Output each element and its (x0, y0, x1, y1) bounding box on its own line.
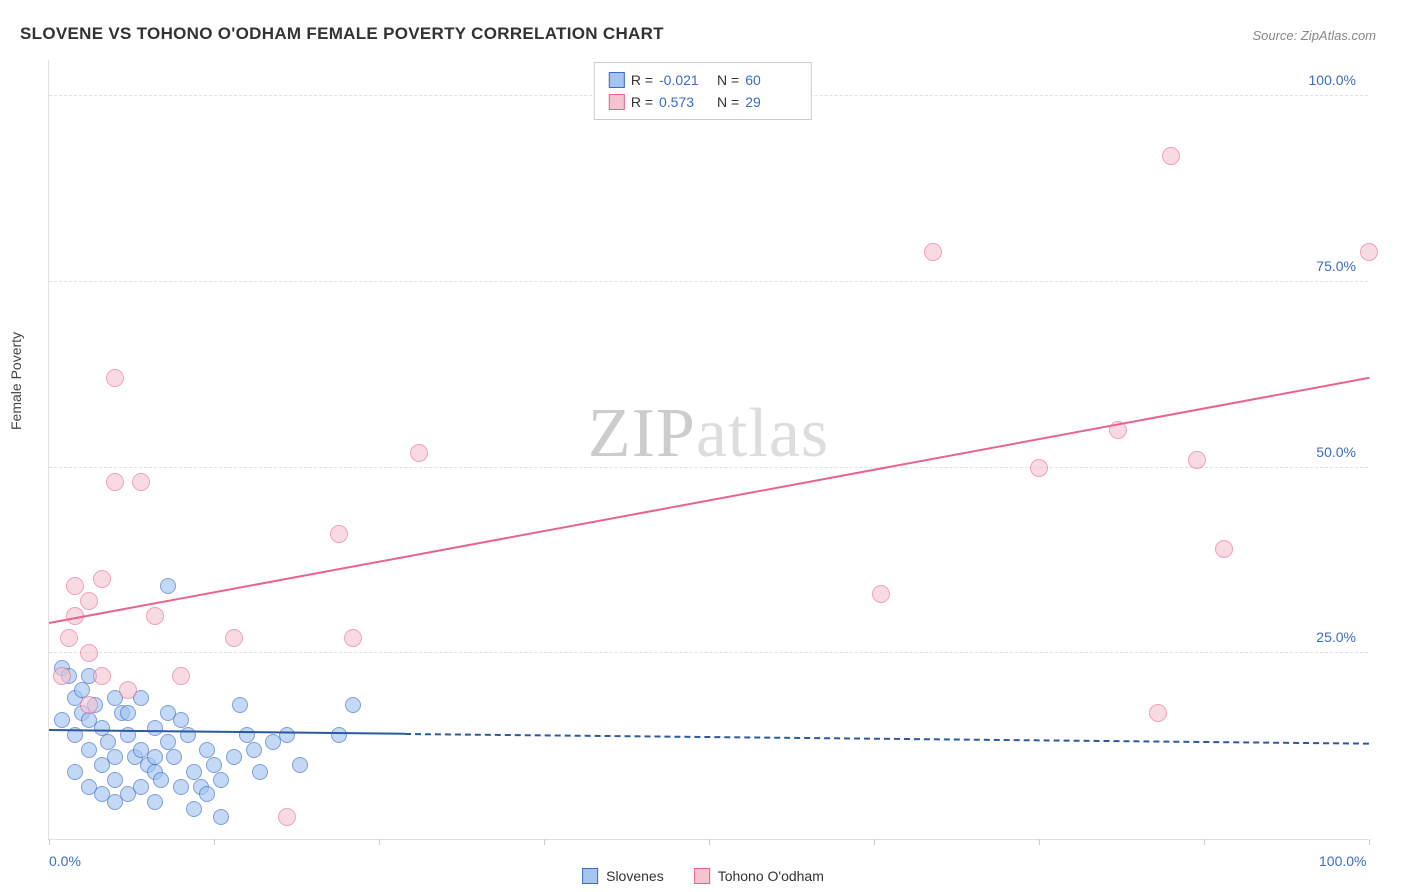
data-point (292, 757, 308, 773)
chart-title: SLOVENE VS TOHONO O'ODHAM FEMALE POVERTY… (20, 24, 664, 44)
data-point (199, 742, 215, 758)
data-point (872, 585, 890, 603)
series-swatch-tohono (694, 868, 710, 884)
data-point (153, 772, 169, 788)
data-point (186, 764, 202, 780)
data-point (53, 667, 71, 685)
data-point (106, 473, 124, 491)
correlation-legend: R = -0.021 N = 60 R = 0.573 N = 29 (594, 62, 812, 120)
x-tick-mark (49, 839, 50, 845)
data-point (133, 779, 149, 795)
series-legend-slovenes: Slovenes (582, 868, 664, 884)
y-tick-label: 50.0% (1316, 444, 1356, 460)
data-point (1215, 540, 1233, 558)
data-point (54, 712, 70, 728)
x-tick-mark (1369, 839, 1370, 845)
data-point (199, 786, 215, 802)
data-point (94, 720, 110, 736)
x-tick-label: 0.0% (49, 853, 81, 869)
data-point (213, 809, 229, 825)
data-point (232, 697, 248, 713)
data-point (160, 705, 176, 721)
data-point (410, 444, 428, 462)
y-tick-label: 25.0% (1316, 629, 1356, 645)
trend-line-dashed (405, 733, 1369, 745)
data-point (330, 525, 348, 543)
data-point (186, 801, 202, 817)
x-tick-mark (379, 839, 380, 845)
legend-swatch-tohono (609, 94, 625, 110)
y-tick-label: 75.0% (1316, 258, 1356, 274)
gridline (49, 652, 1368, 653)
data-point (80, 592, 98, 610)
x-tick-mark (1204, 839, 1205, 845)
data-point (924, 243, 942, 261)
data-point (278, 808, 296, 826)
x-tick-mark (874, 839, 875, 845)
data-point (173, 779, 189, 795)
data-point (100, 734, 116, 750)
data-point (93, 570, 111, 588)
data-point (67, 764, 83, 780)
data-point (146, 607, 164, 625)
gridline (49, 467, 1368, 468)
data-point (345, 697, 361, 713)
gridline (49, 281, 1368, 282)
x-tick-mark (214, 839, 215, 845)
y-axis-label: Female Poverty (8, 332, 24, 430)
data-point (147, 794, 163, 810)
data-point (172, 667, 190, 685)
legend-row-tohono: R = 0.573 N = 29 (609, 91, 797, 113)
data-point (246, 742, 262, 758)
plot-area: ZIPatlas 25.0%50.0%75.0%100.0%0.0%100.0% (48, 60, 1368, 840)
data-point (1030, 459, 1048, 477)
data-point (132, 473, 150, 491)
data-point (239, 727, 255, 743)
legend-row-slovenes: R = -0.021 N = 60 (609, 69, 797, 91)
data-point (160, 734, 176, 750)
data-point (252, 764, 268, 780)
series-legend-tohono: Tohono O'odham (694, 868, 824, 884)
chart-container: SLOVENE VS TOHONO O'ODHAM FEMALE POVERTY… (0, 0, 1406, 892)
x-tick-mark (1039, 839, 1040, 845)
data-point (81, 742, 97, 758)
data-point (80, 644, 98, 662)
data-point (225, 629, 243, 647)
data-point (1360, 243, 1378, 261)
data-point (279, 727, 295, 743)
data-point (1149, 704, 1167, 722)
data-point (213, 772, 229, 788)
data-point (1188, 451, 1206, 469)
series-swatch-slovenes (582, 868, 598, 884)
data-point (160, 578, 176, 594)
trend-line (49, 376, 1369, 623)
data-point (66, 577, 84, 595)
x-tick-label: 100.0% (1319, 853, 1366, 869)
data-point (120, 705, 136, 721)
data-point (119, 681, 137, 699)
data-point (206, 757, 222, 773)
x-tick-mark (709, 839, 710, 845)
data-point (93, 667, 111, 685)
y-tick-label: 100.0% (1309, 72, 1356, 88)
data-point (226, 749, 242, 765)
data-point (80, 696, 98, 714)
data-point (107, 772, 123, 788)
data-point (147, 720, 163, 736)
source-attribution: Source: ZipAtlas.com (1252, 28, 1376, 43)
data-point (331, 727, 347, 743)
data-point (60, 629, 78, 647)
data-point (147, 749, 163, 765)
series-legend: Slovenes Tohono O'odham (582, 868, 824, 884)
legend-swatch-slovenes (609, 72, 625, 88)
watermark: ZIPatlas (588, 394, 829, 474)
data-point (344, 629, 362, 647)
data-point (166, 749, 182, 765)
data-point (106, 369, 124, 387)
data-point (107, 749, 123, 765)
data-point (1162, 147, 1180, 165)
x-tick-mark (544, 839, 545, 845)
